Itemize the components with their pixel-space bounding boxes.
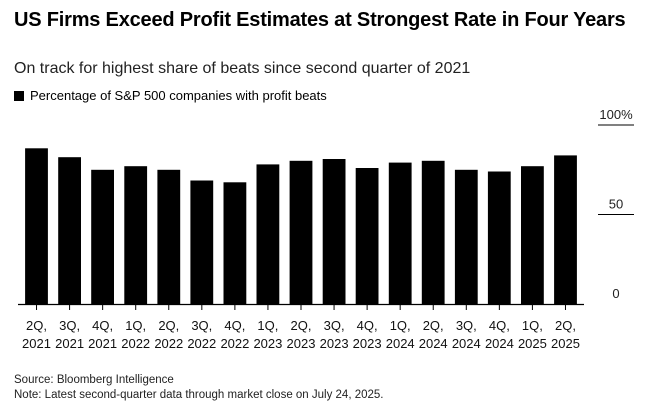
bar-15: [521, 166, 544, 304]
x-tick-label-quarter: 1Q,: [390, 318, 411, 333]
x-tick-label-year: 2023: [320, 336, 349, 351]
bar-3: [124, 166, 148, 304]
x-tick-label-year: 2022: [154, 336, 183, 351]
x-tick-label-year: 2023: [253, 336, 282, 351]
x-tick-label-year: 2021: [55, 336, 84, 351]
bar-9: [322, 159, 346, 304]
bar-14: [487, 171, 511, 304]
chart-subtitle: On track for highest share of beats sinc…: [14, 60, 471, 77]
x-tick-label-year: 2023: [287, 336, 316, 351]
bar-12: [421, 160, 445, 304]
y-tick-label: 100%: [599, 107, 633, 122]
bar-0: [25, 148, 48, 304]
x-tick-label-quarter: 2Q,: [26, 318, 47, 333]
x-tick-label-year: 2021: [88, 336, 117, 351]
x-tick-label-quarter: 1Q,: [522, 318, 543, 333]
x-tick-label-quarter: 1Q,: [125, 318, 146, 333]
x-tick-label-quarter: 4Q,: [489, 318, 510, 333]
x-tick-label-quarter: 4Q,: [224, 318, 245, 333]
chart-title: US Firms Exceed Profit Estimates at Stro…: [14, 9, 626, 31]
x-tick-label-year: 2024: [419, 336, 448, 351]
bar-11: [388, 162, 412, 304]
x-tick-label-quarter: 2Q,: [423, 318, 444, 333]
x-tick-label-quarter: 4Q,: [357, 318, 378, 333]
x-tick-label-year: 2023: [353, 336, 382, 351]
x-tick-label-quarter: 2Q,: [158, 318, 179, 333]
bar-4: [157, 169, 181, 305]
legend-label: Percentage of S&P 500 companies with pro…: [30, 88, 327, 103]
x-tick-label-year: 2022: [187, 336, 216, 351]
x-tick-label-year: 2025: [518, 336, 547, 351]
x-tick-label-year: 2025: [551, 336, 580, 351]
bar-5: [190, 180, 214, 304]
x-tick-label-quarter: 3Q,: [191, 318, 212, 333]
legend-swatch: [14, 90, 24, 101]
x-tick-label-year: 2022: [220, 336, 249, 351]
x-tick-label-quarter: 3Q,: [59, 318, 80, 333]
x-tick-label-quarter: 3Q,: [324, 318, 345, 333]
x-tick-label-year: 2021: [22, 336, 51, 351]
x-tick-label-year: 2022: [121, 336, 150, 351]
bar-2: [91, 169, 114, 305]
x-tick-label-quarter: 3Q,: [456, 318, 477, 333]
y-tick-label: 50: [609, 197, 623, 212]
bar-10: [355, 168, 379, 304]
bar-8: [289, 160, 313, 304]
x-tick-label-year: 2024: [386, 336, 415, 351]
source-note: Source: Bloomberg Intelligence: [14, 374, 174, 386]
bar-6: [223, 182, 247, 304]
x-tick-label-year: 2024: [452, 336, 481, 351]
data-note: Note: Latest second-quarter data through…: [14, 389, 384, 401]
bar-13: [454, 169, 478, 305]
x-tick-label-year: 2024: [485, 336, 514, 351]
x-tick-label-quarter: 1Q,: [257, 318, 278, 333]
legend: Percentage of S&P 500 companies with pro…: [14, 88, 327, 103]
bar-16: [554, 155, 577, 304]
x-tick-label-quarter: 2Q,: [555, 318, 576, 333]
x-tick-label-quarter: 2Q,: [291, 318, 312, 333]
chart-footer: Source: Bloomberg Intelligence Note: Lat…: [14, 373, 384, 403]
x-tick-label-quarter: 4Q,: [92, 318, 113, 333]
y-tick-label: 0: [612, 286, 619, 301]
bar-7: [256, 164, 280, 304]
bar-1: [58, 157, 81, 304]
